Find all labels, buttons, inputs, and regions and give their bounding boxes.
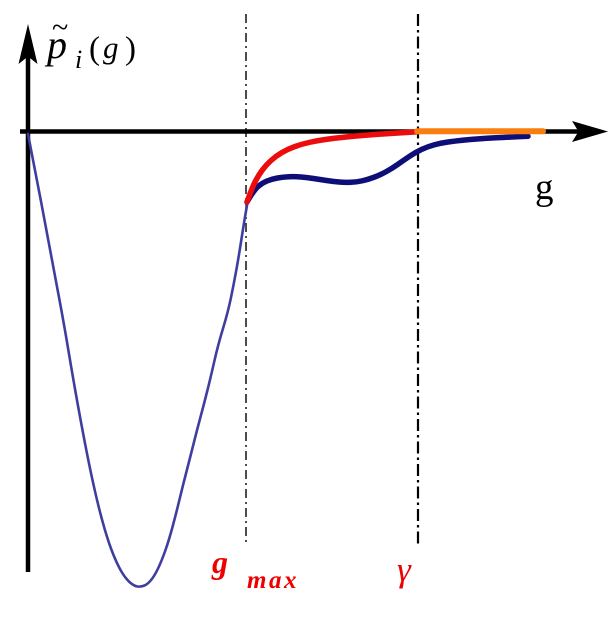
g-max-label-subscript: max xyxy=(247,567,299,594)
y-axis-arrowhead-icon xyxy=(18,24,38,64)
y-axis-label-base: p xyxy=(44,22,67,67)
lower-branch-curve xyxy=(244,133,531,205)
y-axis-label-subscript: i xyxy=(75,45,82,74)
x-axis-label: g xyxy=(535,167,554,208)
well-curve xyxy=(26,132,250,588)
y-axis-label-tilde: ~ xyxy=(52,11,68,44)
y-axis-label-argument: g xyxy=(103,30,119,65)
y-axis-label-paren-close: ) xyxy=(125,31,136,67)
upper-branch-curve xyxy=(244,129,421,205)
axes-layer xyxy=(18,24,608,572)
labels-layer: ~ p i ( g ) g g max γ xyxy=(44,11,554,594)
x-axis-arrowhead-icon xyxy=(572,121,608,142)
curves-layer xyxy=(26,128,546,588)
annotation-lines-layer xyxy=(245,14,420,546)
y-axis-label-paren-open: ( xyxy=(89,31,100,67)
g-max-label-base: g xyxy=(211,544,228,580)
gamma-label: γ xyxy=(397,550,412,589)
